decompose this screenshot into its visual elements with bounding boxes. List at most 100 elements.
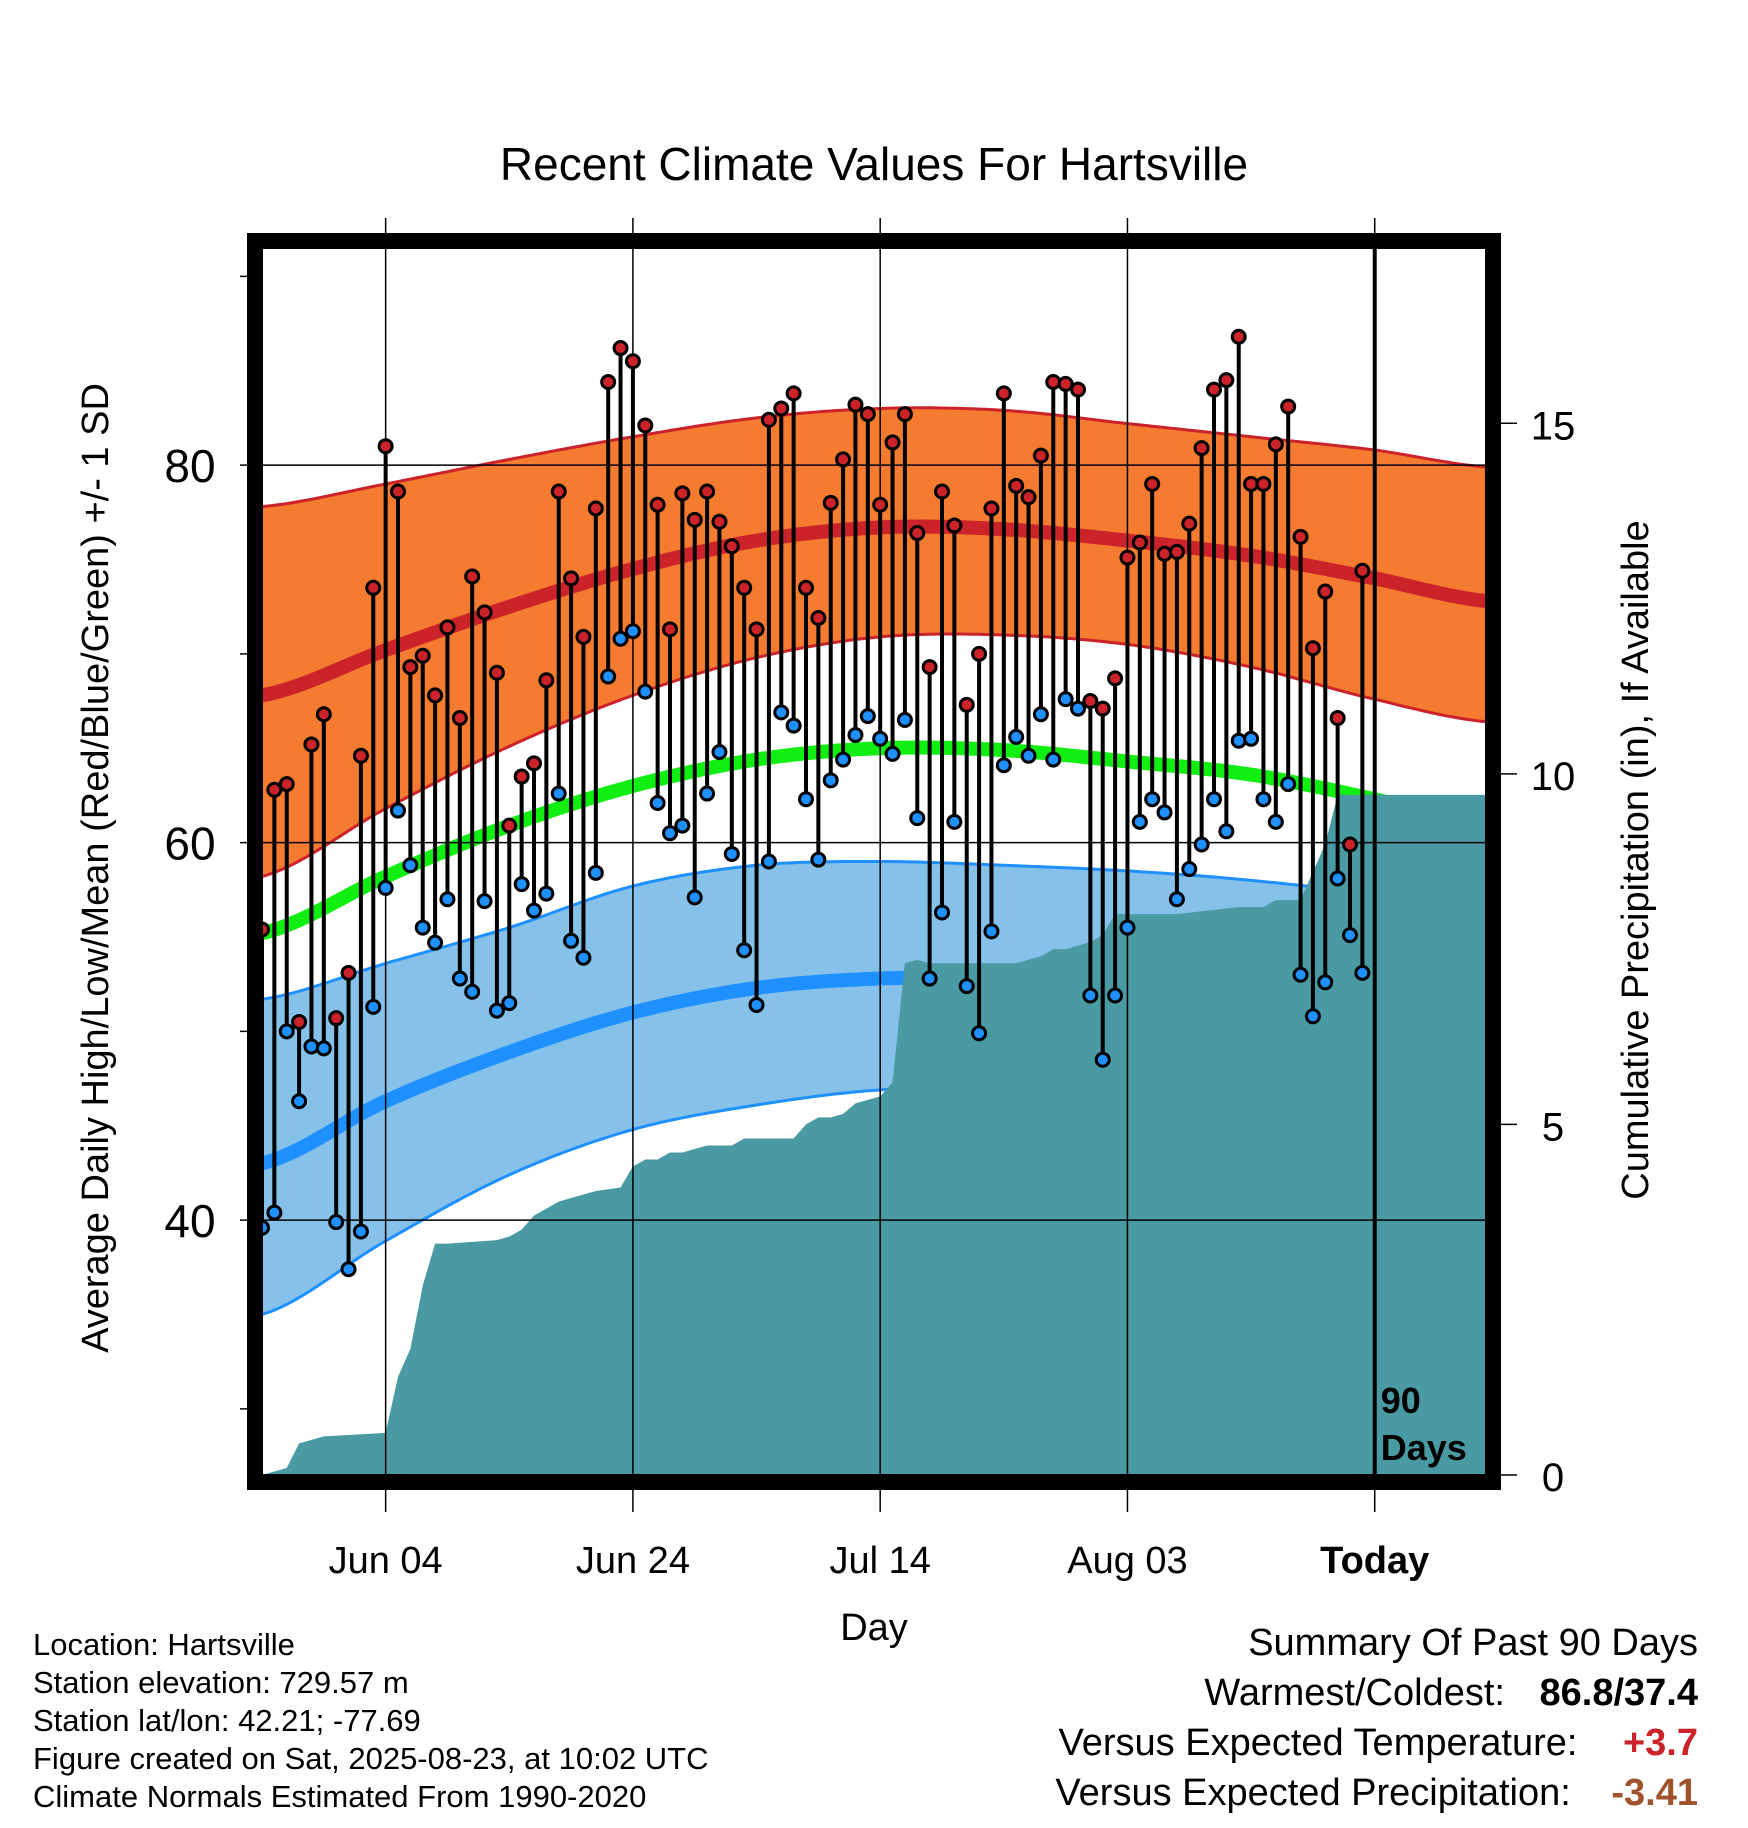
daily-low-point (1082, 987, 1099, 1004)
daily-low-point (526, 902, 542, 919)
y-tick-label: 60 (164, 818, 215, 870)
high-normal-band (262, 407, 1486, 877)
daily-high-point (1057, 375, 1074, 392)
daily-high-point (847, 396, 864, 413)
daily-high-point (798, 579, 814, 596)
daily-high-point (934, 483, 950, 500)
daily-high-point (958, 696, 975, 713)
daily-high-point (315, 706, 332, 723)
daily-low-point (1206, 791, 1222, 808)
daily-high-point (711, 513, 728, 530)
daily-low-point (909, 810, 926, 827)
daily-low-point (278, 1023, 295, 1040)
daily-high-point (773, 400, 790, 417)
daily-high-point (1020, 489, 1037, 506)
plot-frame (247, 233, 1501, 1490)
daily-low-point (1280, 776, 1297, 793)
daily-low-point (1292, 966, 1309, 983)
daily-high-point (835, 451, 852, 468)
daily-low-point (1193, 836, 1210, 853)
daily-high-point (266, 781, 283, 798)
daily-low-point (1032, 706, 1049, 723)
y2-axis-label: Cumulative Precipitation (in), If Availa… (1615, 520, 1657, 1199)
daily-low-point (1131, 813, 1148, 830)
daily-low-point (439, 891, 456, 908)
daily-low-point (377, 879, 394, 896)
daily-low-point (872, 730, 889, 747)
x-tick-label: Jun 24 (576, 1540, 690, 1582)
daily-high-point (563, 570, 580, 587)
daily-high-point (1206, 381, 1222, 398)
daily-low-point (711, 744, 728, 761)
y2-tick-label: 15 (1531, 404, 1576, 448)
daily-high-point (575, 628, 592, 645)
daily-high-point (896, 406, 913, 423)
daily-low-point (958, 978, 975, 995)
daily-high-point (859, 406, 876, 423)
daily-low-point (946, 813, 963, 830)
summary-title: Summary Of Past 90 Days (1248, 1622, 1698, 1664)
daily-low-point (686, 889, 703, 906)
daily-low-point (1107, 987, 1124, 1004)
daily-low-point (427, 934, 444, 951)
daily-low-point (649, 794, 666, 811)
low-normal-band-upper-edge (262, 860, 1486, 1001)
daily-high-point (1144, 475, 1161, 492)
daily-high-point (723, 538, 740, 555)
daily-high-point (872, 496, 889, 513)
daily-low-point (612, 630, 629, 647)
daily-low-point (983, 923, 1000, 940)
daily-low-point (1304, 1008, 1321, 1025)
daily-low-point (699, 785, 716, 802)
daily-high-point (884, 434, 901, 451)
daily-low-point (262, 1219, 270, 1236)
daily-high-point (946, 517, 963, 534)
daily-low-point (934, 904, 950, 921)
temp-anomaly-label: Versus Expected Temperature: (1058, 1722, 1578, 1764)
daily-high-point (414, 647, 431, 664)
daily-high-point (760, 411, 777, 428)
daily-high-point (439, 619, 456, 636)
daily-high-point (464, 568, 481, 585)
daily-low-point (328, 1214, 345, 1231)
daily-high-point (402, 659, 419, 676)
daily-high-point (1045, 374, 1062, 391)
daily-high-point (328, 1010, 345, 1027)
warmest-coldest-label: Warmest/Coldest: (1204, 1672, 1505, 1714)
daily-low-point (1156, 804, 1173, 821)
daily-high-point (1107, 670, 1124, 687)
daily-high-point (1193, 440, 1210, 457)
daily-low-point (1020, 747, 1037, 764)
daily-low-point (266, 1204, 283, 1221)
daily-low-point (390, 802, 406, 819)
daily-high-point (1280, 398, 1297, 415)
daily-high-point (550, 483, 567, 500)
daily-high-point (488, 664, 505, 681)
daily-low-point (476, 893, 493, 910)
daily-high-point (995, 385, 1012, 402)
daily-high-point (785, 385, 802, 402)
y2-tick-label: 5 (1542, 1105, 1564, 1149)
daily-high-point (1292, 528, 1309, 545)
daily-high-point (649, 496, 666, 513)
daily-high-point (810, 609, 827, 626)
daily-high-point (1168, 543, 1185, 560)
daily-high-point (377, 438, 394, 455)
daily-high-point (501, 817, 518, 834)
footer-normals-period: Climate Normals Estimated From 1990-2020 (33, 1779, 647, 1814)
daily-high-point (352, 747, 369, 764)
daily-high-point (1156, 545, 1173, 562)
daily-low-point (291, 1093, 308, 1110)
daily-low-point (723, 845, 740, 862)
daily-high-point (1304, 640, 1321, 657)
daily-high-point (1342, 836, 1358, 853)
daily-low-point (971, 1025, 988, 1042)
daily-high-point (983, 500, 1000, 517)
precip-area (262, 794, 1486, 1475)
plot-area (262, 248, 1486, 1475)
daily-high-point (476, 604, 493, 621)
daily-low-point (773, 704, 790, 721)
daily-low-point (303, 1038, 320, 1055)
daily-high-point (1094, 700, 1111, 717)
daily-high-point (1267, 436, 1284, 453)
